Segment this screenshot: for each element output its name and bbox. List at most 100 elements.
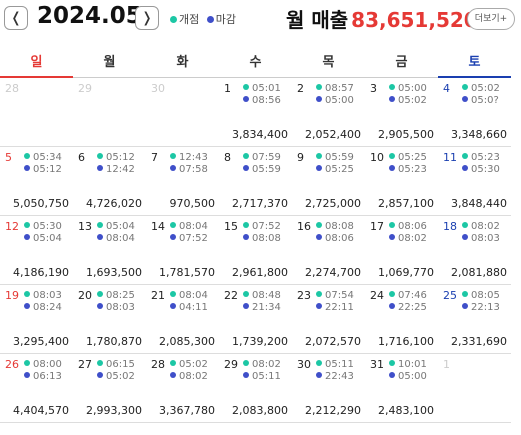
close-time: 08:03 bbox=[106, 302, 135, 313]
close-time: 05:04 bbox=[33, 233, 62, 244]
day-times: 08:05 22:13 bbox=[462, 290, 500, 314]
close-dot-icon bbox=[316, 96, 322, 102]
day-cell[interactable]: 6 05:12 12:42 4,726,020 bbox=[73, 147, 146, 216]
day-number: 6 bbox=[78, 151, 85, 164]
close-time-row: 05:0? bbox=[462, 95, 500, 107]
calendar-header: ❬ 2024.05 ❭ 개점 마감 월 매출 83,651,520 더보기+ bbox=[0, 0, 521, 40]
day-cell[interactable]: 30 05:11 22:43 2,212,290 bbox=[292, 354, 365, 423]
daily-sales-amount: 2,483,100 bbox=[378, 404, 434, 417]
close-dot-icon bbox=[206, 16, 214, 23]
day-cell[interactable]: 15 07:52 08:08 2,961,800 bbox=[219, 216, 292, 285]
day-cell[interactable]: 9 05:59 05:25 2,725,000 bbox=[292, 147, 365, 216]
open-dot-icon bbox=[243, 291, 249, 297]
next-month-button[interactable]: ❭ bbox=[135, 6, 159, 30]
day-cell[interactable]: 10 05:25 05:23 2,857,100 bbox=[365, 147, 438, 216]
day-cell[interactable]: 23 07:54 22:11 2,072,570 bbox=[292, 285, 365, 354]
close-time-row: 04:11 bbox=[170, 302, 208, 314]
close-time-row: 05:11 bbox=[243, 371, 281, 383]
day-number: 30 bbox=[297, 358, 311, 371]
day-cell[interactable]: 11 05:23 05:30 3,848,440 bbox=[438, 147, 511, 216]
day-cell[interactable]: 7 12:43 07:58 970,500 bbox=[146, 147, 219, 216]
day-cell[interactable]: 26 08:00 06:13 4,404,570 bbox=[0, 354, 73, 423]
open-dot-icon bbox=[24, 291, 30, 297]
daily-sales-amount: 970,500 bbox=[169, 197, 216, 210]
daily-sales-amount: 1,781,570 bbox=[159, 266, 215, 279]
day-cell[interactable]: 14 08:04 07:52 1,781,570 bbox=[146, 216, 219, 285]
day-cell[interactable]: 16 08:08 08:06 2,274,700 bbox=[292, 216, 365, 285]
open-time: 08:03 bbox=[33, 290, 62, 301]
open-dot-icon bbox=[462, 84, 468, 90]
open-time: 05:23 bbox=[471, 152, 500, 163]
close-dot-icon bbox=[389, 165, 395, 171]
open-time: 10:01 bbox=[398, 359, 427, 370]
day-cell[interactable]: 22 08:48 21:34 1,739,200 bbox=[219, 285, 292, 354]
day-cell[interactable]: 18 08:02 08:03 2,081,880 bbox=[438, 216, 511, 285]
day-times: 08:02 08:03 bbox=[462, 221, 500, 245]
day-times: 05:11 22:43 bbox=[316, 359, 354, 383]
day-number: 3 bbox=[370, 82, 377, 95]
close-dot-icon bbox=[243, 165, 249, 171]
close-time: 05:11 bbox=[252, 371, 281, 382]
prev-month-button[interactable]: ❬ bbox=[4, 6, 28, 30]
close-time: 05:02 bbox=[106, 371, 135, 382]
close-dot-icon bbox=[170, 165, 176, 171]
daily-sales-amount: 2,212,290 bbox=[305, 404, 361, 417]
day-cell[interactable]: 20 08:25 08:03 1,780,870 bbox=[73, 285, 146, 354]
day-number: 4 bbox=[443, 82, 450, 95]
open-dot-icon bbox=[389, 222, 395, 228]
close-time: 08:02 bbox=[398, 233, 427, 244]
monthly-sales-value: 83,651,520 bbox=[351, 8, 478, 32]
open-time-row: 08:00 bbox=[24, 359, 62, 371]
day-cell[interactable]: 13 05:04 08:04 1,693,500 bbox=[73, 216, 146, 285]
day-times: 08:57 05:00 bbox=[316, 83, 354, 107]
open-time: 05:02 bbox=[179, 359, 208, 370]
day-cell[interactable]: 28 05:02 08:02 3,367,780 bbox=[146, 354, 219, 423]
day-times: 05:01 08:56 bbox=[243, 83, 281, 107]
day-cell[interactable]: 1 05:01 08:56 3,834,400 bbox=[219, 78, 292, 147]
daily-sales-amount: 2,081,880 bbox=[451, 266, 507, 279]
close-time: 04:11 bbox=[179, 302, 208, 313]
day-cell[interactable]: 27 06:15 05:02 2,993,300 bbox=[73, 354, 146, 423]
day-number: 13 bbox=[78, 220, 92, 233]
day-cell: 30 bbox=[146, 78, 219, 147]
day-cell[interactable]: 17 08:06 08:02 1,069,770 bbox=[365, 216, 438, 285]
day-cell: 28 bbox=[0, 78, 73, 147]
day-times: 07:46 22:25 bbox=[389, 290, 427, 314]
day-cell[interactable]: 5 05:34 05:12 5,050,750 bbox=[0, 147, 73, 216]
day-times: 07:59 05:59 bbox=[243, 152, 281, 176]
day-cell[interactable]: 8 07:59 05:59 2,717,370 bbox=[219, 147, 292, 216]
day-cell[interactable]: 29 08:02 05:11 2,083,800 bbox=[219, 354, 292, 423]
more-button[interactable]: 더보기+ bbox=[467, 8, 515, 30]
day-number: 28 bbox=[5, 82, 19, 95]
day-times: 05:04 08:04 bbox=[97, 221, 135, 245]
day-cell[interactable]: 31 10:01 05:00 2,483,100 bbox=[365, 354, 438, 423]
chevron-left-icon: ❬ bbox=[10, 10, 22, 26]
daily-sales-amount: 3,834,400 bbox=[232, 128, 288, 141]
close-time: 08:08 bbox=[252, 233, 281, 244]
monthly-sales-label: 월 매출 bbox=[286, 8, 349, 32]
open-dot-icon bbox=[316, 153, 322, 159]
day-cell[interactable]: 4 05:02 05:0? 3,348,660 bbox=[438, 78, 511, 147]
open-time-row: 08:04 bbox=[170, 290, 208, 302]
day-cell[interactable]: 25 08:05 22:13 2,331,690 bbox=[438, 285, 511, 354]
close-time-row: 08:02 bbox=[389, 233, 427, 245]
daily-sales-amount: 2,857,100 bbox=[378, 197, 434, 210]
day-cell[interactable]: 12 05:30 05:04 4,186,190 bbox=[0, 216, 73, 285]
open-time: 08:06 bbox=[398, 221, 427, 232]
day-number: 27 bbox=[78, 358, 92, 371]
day-cell[interactable]: 19 08:03 08:24 3,295,400 bbox=[0, 285, 73, 354]
weekday-label: 화 bbox=[146, 52, 219, 78]
daily-sales-amount: 4,726,020 bbox=[86, 197, 142, 210]
open-dot-icon bbox=[243, 153, 249, 159]
open-dot-icon bbox=[243, 222, 249, 228]
day-cell[interactable]: 3 05:00 05:02 2,905,500 bbox=[365, 78, 438, 147]
open-time: 05:30 bbox=[33, 221, 62, 232]
day-cell[interactable]: 24 07:46 22:25 1,716,100 bbox=[365, 285, 438, 354]
open-time-row: 05:01 bbox=[243, 83, 281, 95]
open-time-row: 05:34 bbox=[24, 152, 62, 164]
day-number: 29 bbox=[78, 82, 92, 95]
open-time: 08:48 bbox=[252, 290, 281, 301]
day-cell[interactable]: 2 08:57 05:00 2,052,400 bbox=[292, 78, 365, 147]
day-times: 06:15 05:02 bbox=[97, 359, 135, 383]
day-cell[interactable]: 21 08:04 04:11 2,085,300 bbox=[146, 285, 219, 354]
